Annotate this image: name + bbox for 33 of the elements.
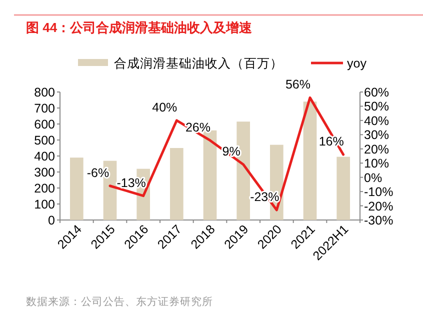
y2-tick-label: -20%: [364, 199, 394, 214]
y-tick-label: 0: [48, 214, 56, 228]
line-series: [108, 96, 345, 212]
y-tick-label: 100: [34, 198, 56, 212]
bar: [170, 148, 184, 220]
bar: [303, 102, 317, 220]
data-label: 40%: [152, 100, 178, 114]
bar: [203, 130, 217, 220]
y2-tick-label: 60%: [364, 86, 390, 100]
data-label: 56%: [285, 78, 311, 92]
y2-tick-label: -30%: [364, 214, 394, 228]
data-label: -13%: [116, 176, 146, 190]
data-label: -6%: [86, 166, 110, 180]
legend-label: yoy: [347, 56, 368, 70]
bar: [336, 156, 350, 220]
y-tick-label: 200: [34, 182, 56, 196]
y2-tick-label: 20%: [364, 142, 390, 156]
y2-tick-label: 0%: [364, 170, 382, 185]
y2-tick-label: 40%: [364, 114, 390, 128]
bar: [70, 158, 84, 220]
y-tick-label: 500: [34, 134, 56, 148]
y2-tick-label: -10%: [364, 185, 394, 200]
y2-tick-label: 30%: [364, 128, 390, 142]
y-tick-label: 600: [34, 118, 56, 132]
y2-tick-label: 50%: [364, 100, 390, 114]
chart-title: 图 44：公司合成润滑基础油收入及增速: [26, 20, 254, 35]
legend-label: 合成润滑基础油收入（百万）: [114, 56, 283, 70]
y-tick-label: 400: [34, 150, 56, 164]
y-tick-label: 800: [34, 86, 56, 100]
y-tick-label: 300: [34, 166, 56, 180]
source-note: 数据来源：公司公告、东方证券研究所: [26, 295, 213, 308]
y2-tick-label: 10%: [364, 156, 390, 171]
y-tick-label: 700: [34, 102, 56, 116]
